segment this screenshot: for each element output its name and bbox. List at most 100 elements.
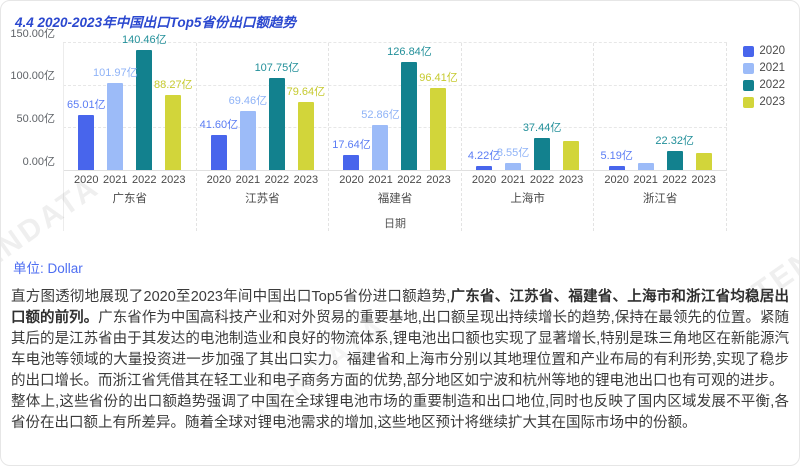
bar-slot: 126.84亿 — [387, 43, 432, 170]
year-labels-row: 2020 2021 2022 2023 — [329, 174, 461, 186]
bar-value-label: 69.46亿 — [228, 95, 268, 107]
y-tick-label: 150.00亿 — [10, 27, 55, 40]
year-labels-row: 2020 2021 2022 2023 — [64, 174, 196, 186]
bar-slot: 101.97亿 — [93, 43, 138, 170]
bar-slot: 88.27亿 — [154, 43, 193, 170]
bar-value-label: 8.55亿 — [496, 147, 530, 159]
category-group: 5.19亿 22.32亿 2020 2021 2022 2023 浙江省 — [594, 43, 727, 231]
analysis-text: 直方图透彻地展现了2020至2023年间中国出口Top5省份进口额趋势,广东省、… — [11, 287, 789, 434]
legend-item-2023[interactable]: 2023 — [743, 96, 785, 108]
legend-item-2021[interactable]: 2021 — [743, 62, 785, 74]
bar-value-label: 41.60亿 — [199, 119, 239, 131]
bars-area: 65.01亿 101.97亿 140.46亿 88.27亿 — [64, 34, 196, 171]
category-group: 17.64亿 52.86亿 126.84亿 96.41亿 2020 2021 2022 202… — [329, 43, 462, 231]
bar-2022[interactable] — [136, 50, 153, 170]
bar-2021[interactable] — [505, 163, 522, 170]
bar-2021[interactable] — [239, 111, 256, 170]
bar-slot: 37.44亿 — [523, 43, 561, 170]
bar-value-label: 140.46亿 — [121, 34, 167, 46]
page-title: 4.4 2020-2023年中国出口Top5省份出口额趋势 — [15, 15, 296, 30]
x-tick-label: 2023 — [691, 174, 716, 186]
legend-label: 2023 — [759, 96, 785, 108]
bar-value-label: 96.41亿 — [419, 72, 458, 84]
bar-slot — [689, 43, 718, 170]
bar-2020[interactable] — [343, 155, 360, 170]
bar-slot: 79.64亿 — [287, 43, 325, 170]
bar-2023[interactable] — [165, 95, 182, 170]
category-label: 浙江省 — [642, 193, 678, 205]
y-tick-label: 50.00亿 — [16, 112, 55, 125]
legend-item-2020[interactable]: 2020 — [743, 45, 785, 57]
x-tick-label: 2020 — [206, 174, 232, 186]
bar-2023[interactable] — [695, 153, 712, 170]
x-tick-label: 2020 — [339, 174, 364, 186]
bar-2021[interactable] — [107, 83, 124, 170]
x-tick-label: 2020 — [471, 174, 497, 186]
x-tick-label: 2021 — [368, 174, 393, 186]
analysis-segment: 广东省作为中国高科技产业和对外贸易的重要基地,出口额呈现出持续增长的趋势,保持在… — [11, 310, 790, 389]
bar-value-label: 17.64亿 — [332, 139, 371, 151]
bar-slot: 107.75亿 — [255, 43, 299, 170]
bars-area: 4.22亿 8.55亿 37.44亿 — [461, 43, 594, 171]
bar-2020[interactable] — [476, 166, 493, 170]
bar-slot: 5.19亿 — [600, 43, 633, 170]
bar-chart: TENDATA TENDATA 150.00亿 100.00亿 50.00亿 0.00… — [1, 28, 799, 309]
legend-item-2022[interactable]: 2022 — [743, 79, 785, 91]
bar-value-label: 22.32亿 — [655, 135, 694, 147]
x-tick-label: 2022 — [132, 174, 157, 186]
category-group: 4.22亿 8.55亿 37.44亿 2020 2021 2022 2023 上海市 — [461, 43, 595, 231]
bar-2022[interactable] — [401, 62, 418, 170]
category-label: 上海市 — [510, 193, 545, 205]
analysis-segment: 直方图透彻地展现了2020至2023年间中国出口Top5省份进口额趋势, — [11, 289, 451, 305]
x-tick-label: 2023 — [161, 174, 186, 186]
legend-label: 2020 — [759, 45, 785, 57]
x-tick-label: 2021 — [500, 174, 526, 186]
x-tick-label: 2023 — [558, 174, 584, 186]
analysis-paragraph: 直方图透彻地展现了2020至2023年间中国出口Top5省份进口额趋势,广东省、… — [11, 287, 789, 392]
x-tick-label: 2021 — [103, 174, 128, 186]
year-labels-row: 2020 2021 2022 2023 — [594, 174, 726, 186]
legend-label: 2021 — [759, 62, 785, 74]
analysis-paragraph: 整体上,这些省份的出口额趋势强调了中国在全球锂电池市场的重要制造和出口地位,同时… — [11, 392, 789, 434]
legend-label: 2022 — [759, 79, 785, 91]
bar-2022[interactable] — [534, 138, 551, 170]
bars-area: 17.64亿 52.86亿 126.84亿 96.41亿 — [329, 43, 461, 171]
x-tick-label: 2023 — [426, 174, 451, 186]
bar-value-label: 79.64亿 — [286, 86, 326, 98]
analysis-segment: 整体上,这些省份的出口额趋势强调了中国在全球锂电池市场的重要制造和出口地位,同时… — [11, 394, 789, 431]
bar-value-label: 52.86亿 — [361, 109, 400, 121]
bar-slot: 22.32亿 — [655, 43, 694, 170]
bar-2021[interactable] — [372, 125, 389, 170]
bar-2022[interactable] — [268, 78, 285, 170]
bar-2020[interactable] — [608, 166, 625, 170]
x-tick-label: 2021 — [235, 174, 261, 186]
bar-slot: 65.01亿 — [67, 43, 106, 170]
category-label: 江苏省 — [245, 193, 280, 205]
legend-swatch — [743, 45, 755, 57]
y-axis-labels: 150.00亿 100.00亿 50.00亿 0.00亿 — [9, 28, 57, 171]
bar-2020[interactable] — [78, 115, 95, 170]
x-tick-label: 2022 — [397, 174, 422, 186]
bar-slot: 140.46亿 — [122, 34, 167, 170]
bar-slot: 17.64亿 — [332, 43, 371, 170]
bar-value-label: 101.97亿 — [92, 67, 138, 79]
year-labels-row: 2020 2021 2022 2023 — [462, 174, 594, 186]
category-group: 65.01亿 101.97亿 140.46亿 88.27亿 2020 2021 2022 20… — [64, 34, 197, 231]
bar-value-label: 107.75亿 — [254, 62, 300, 74]
y-tick-label: 100.00亿 — [10, 70, 55, 83]
bar-2023[interactable] — [430, 88, 447, 170]
bar-slot — [631, 43, 660, 170]
bar-2021[interactable] — [637, 163, 654, 170]
bar-2023[interactable] — [563, 141, 580, 170]
bar-2020[interactable] — [210, 135, 227, 170]
bar-2022[interactable] — [666, 151, 683, 170]
unit-label: 单位: Dollar — [13, 261, 83, 276]
bar-2023[interactable] — [297, 102, 314, 170]
bar-value-label: 4.22亿 — [467, 150, 501, 162]
bar-value-label: 5.19亿 — [600, 150, 633, 162]
bar-slot: 52.86亿 — [361, 43, 400, 170]
x-tick-label: 2020 — [604, 174, 629, 186]
category-label: 福建省 — [377, 193, 413, 205]
x-tick-label: 2022 — [264, 174, 290, 186]
